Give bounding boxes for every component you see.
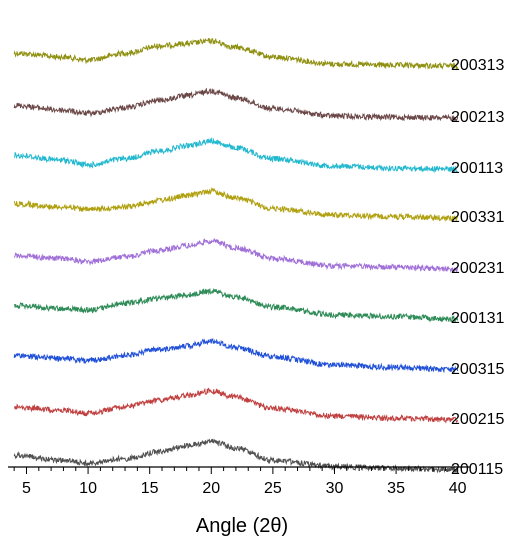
x-tick-label: 15 bbox=[141, 480, 159, 497]
series-label-200113: 200113 bbox=[451, 160, 503, 177]
x-tick-label: 35 bbox=[387, 480, 405, 497]
x-tick-label: 20 bbox=[202, 480, 220, 497]
trace-200231 bbox=[13, 238, 459, 273]
x-axis: 5 10 15 20 25 30 35 40 bbox=[8, 466, 471, 497]
series-labels-group: 200313 200213 200113 200331 200231 200131 2003… bbox=[451, 57, 504, 478]
x-tick-label: 10 bbox=[79, 480, 97, 497]
series-label-200131: 200131 bbox=[451, 310, 504, 327]
trace-200331 bbox=[13, 186, 459, 223]
series-label-200231: 200231 bbox=[451, 260, 504, 277]
x-tick-label: 40 bbox=[449, 480, 467, 497]
series-label-200313: 200313 bbox=[451, 57, 504, 74]
x-axis-title: Angle (2θ) bbox=[196, 515, 288, 537]
trace-200215 bbox=[13, 387, 459, 424]
trace-200131 bbox=[14, 288, 459, 323]
trace-200313 bbox=[13, 37, 459, 71]
series-label-200115: 200115 bbox=[451, 461, 503, 478]
x-tick-label: 5 bbox=[22, 480, 31, 497]
traces-group bbox=[13, 37, 459, 474]
trace-200113 bbox=[13, 137, 458, 174]
series-label-200315: 200315 bbox=[451, 361, 504, 378]
series-label-200215: 200215 bbox=[451, 411, 504, 428]
x-tick-label: 25 bbox=[264, 480, 282, 497]
x-ticks-group: 5 10 15 20 25 30 35 40 bbox=[13, 467, 471, 497]
series-label-200331: 200331 bbox=[451, 209, 504, 226]
series-label-200213: 200213 bbox=[451, 109, 504, 126]
trace-200213 bbox=[13, 87, 459, 123]
x-tick-label: 30 bbox=[326, 480, 344, 497]
trace-200315 bbox=[13, 337, 459, 374]
